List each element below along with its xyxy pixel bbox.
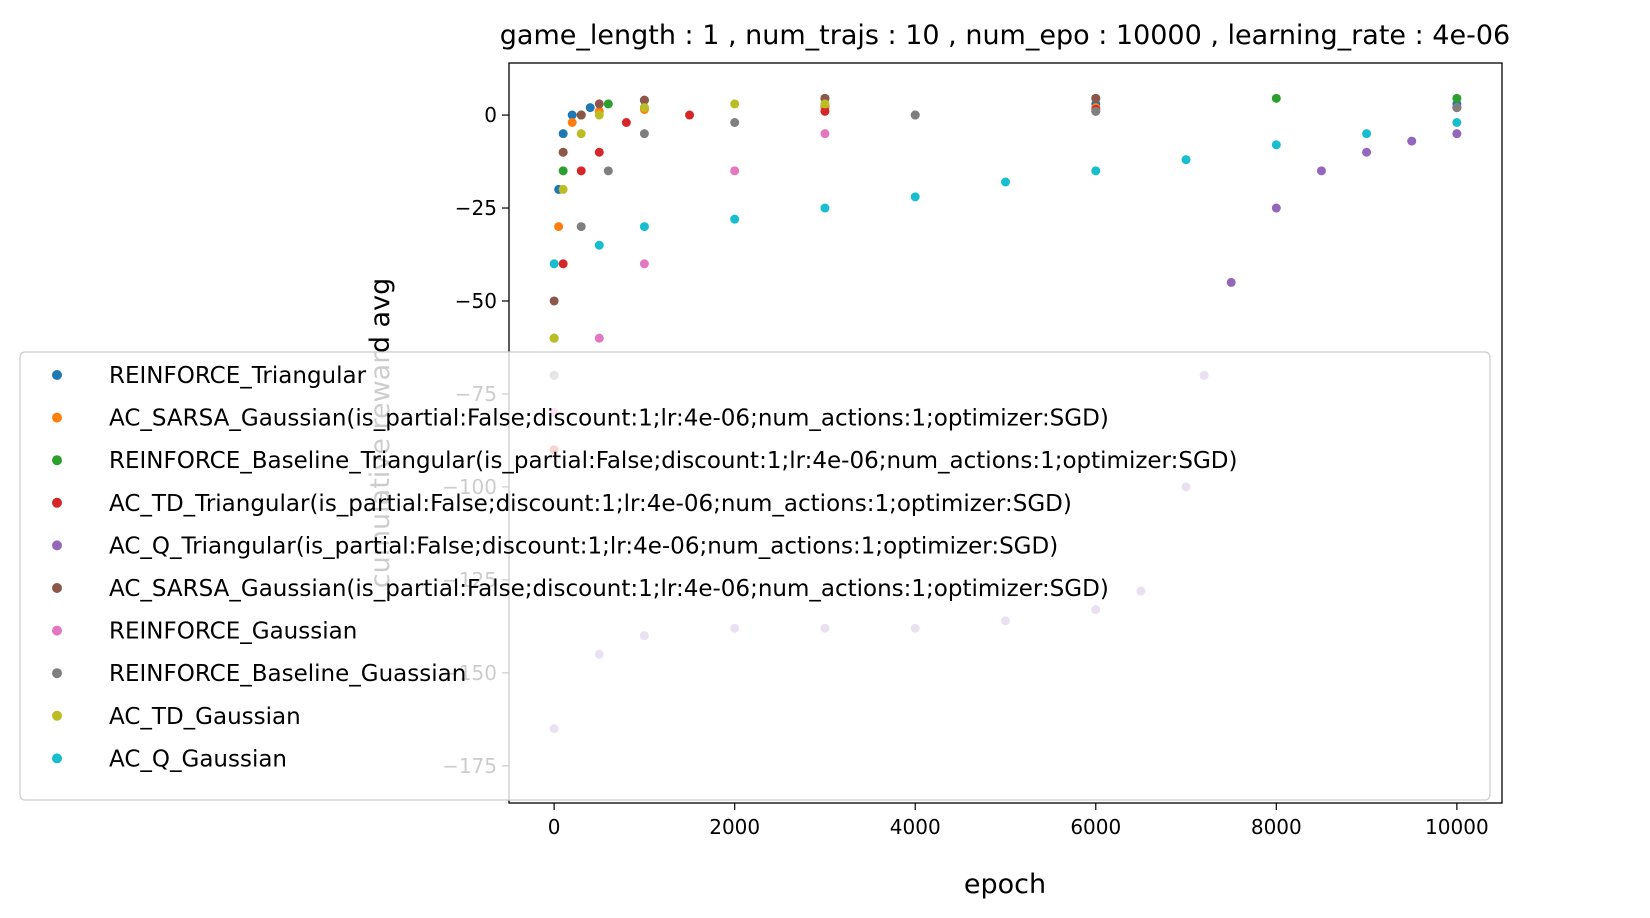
data-point [1091, 93, 1101, 103]
y-tick-label: −25 [455, 196, 497, 220]
legend-entry: REINFORCE_Baseline_Triangular(is_partial… [109, 448, 1237, 474]
data-point [1362, 147, 1372, 157]
data-point [639, 222, 649, 232]
data-point [603, 99, 613, 109]
data-point [558, 147, 568, 157]
data-point [567, 110, 577, 120]
data-point [576, 129, 586, 139]
data-point [567, 117, 577, 127]
data-point [1001, 177, 1010, 187]
data-point [558, 129, 568, 139]
legend-marker [52, 625, 62, 636]
data-point [1271, 140, 1281, 150]
data-point [910, 110, 920, 120]
data-point [558, 259, 568, 269]
data-point [730, 99, 740, 109]
legend: REINFORCE_Triangular AC_SARSA_Gaussian(is… [19, 351, 1491, 801]
data-point [1452, 93, 1462, 103]
data-point [639, 259, 649, 269]
data-point [1452, 129, 1462, 139]
legend-entry: AC_Q_Triangular(is_partial:False;discoun… [109, 533, 1058, 559]
data-point [1091, 166, 1101, 176]
x-tick-label: 10000 [1425, 815, 1489, 839]
data-point [730, 117, 740, 127]
legend-entry: AC_Q_Gaussian [109, 746, 287, 772]
legend-marker [52, 497, 62, 508]
x-tick-label: 8000 [1251, 815, 1302, 839]
x-axis-title: epoch [964, 869, 1046, 900]
legend-marker [52, 540, 62, 551]
legend-entry: AC_SARSA_Gaussian(is_partial:False;disco… [109, 576, 1109, 602]
data-point [1271, 203, 1281, 213]
data-point [1181, 155, 1191, 165]
data-point [558, 166, 568, 176]
legend-entry: AC_SARSA_Gaussian(is_partial:False;disco… [109, 406, 1109, 432]
x-tick-label: 6000 [1070, 815, 1121, 839]
series-2 [549, 93, 1462, 380]
data-point [820, 99, 830, 109]
legend-entry: REINFORCE_Triangular [109, 363, 367, 389]
x-tick-label: 2000 [709, 815, 760, 839]
data-point [1452, 103, 1462, 113]
y-tick-label: 0 [484, 103, 497, 127]
series-0 [549, 99, 1462, 343]
chart-title: game_length : 1 , num_trajs : 10 , num_e… [500, 20, 1510, 51]
legend-entry: AC_TD_Triangular(is_partial:False;discou… [109, 491, 1072, 517]
legend-marker [52, 455, 62, 466]
series-8 [549, 99, 830, 343]
x-tick-label: 4000 [890, 815, 941, 839]
data-point [1316, 166, 1326, 176]
series-9 [549, 117, 1462, 269]
data-point [558, 184, 568, 194]
data-point [594, 99, 604, 109]
data-point [820, 129, 830, 139]
data-point [1271, 93, 1281, 103]
data-point [1362, 129, 1372, 139]
data-point [603, 166, 613, 176]
data-point [730, 214, 740, 224]
legend-marker [52, 753, 62, 764]
data-point [576, 110, 586, 120]
data-point [639, 95, 649, 105]
legend-entry: REINFORCE_Baseline_Guassian [109, 661, 466, 687]
data-point [576, 166, 586, 176]
legend-marker [52, 710, 62, 721]
x-tick-label: 0 [548, 815, 561, 839]
data-point [585, 103, 595, 113]
data-point [820, 106, 830, 116]
data-point [1091, 106, 1101, 116]
legend-marker [52, 370, 62, 380]
data-point [549, 296, 559, 306]
legend-box [19, 351, 1491, 801]
series-5 [549, 93, 1101, 306]
y-tick-label: −50 [455, 289, 497, 313]
data-point [594, 147, 604, 157]
legend-marker [52, 583, 62, 593]
series-7 [549, 103, 1462, 380]
legend-entry: AC_TD_Gaussian [109, 704, 301, 730]
data-point [1407, 136, 1417, 146]
data-point [1452, 117, 1462, 127]
data-point [639, 103, 649, 113]
data-point [594, 240, 604, 250]
data-point [549, 333, 559, 343]
data-point [594, 333, 604, 343]
data-point [554, 222, 564, 232]
data-point [910, 192, 920, 202]
data-point [1226, 277, 1236, 287]
data-point [820, 203, 830, 213]
data-point [576, 222, 586, 232]
data-point [730, 166, 740, 176]
data-point [639, 129, 649, 139]
data-point [621, 117, 631, 127]
legend-entry: REINFORCE_Gaussian [109, 619, 357, 645]
data-point [549, 259, 559, 269]
legend-marker [52, 412, 62, 423]
legend-marker [52, 668, 62, 679]
data-point [594, 110, 604, 120]
data-point [685, 110, 695, 120]
